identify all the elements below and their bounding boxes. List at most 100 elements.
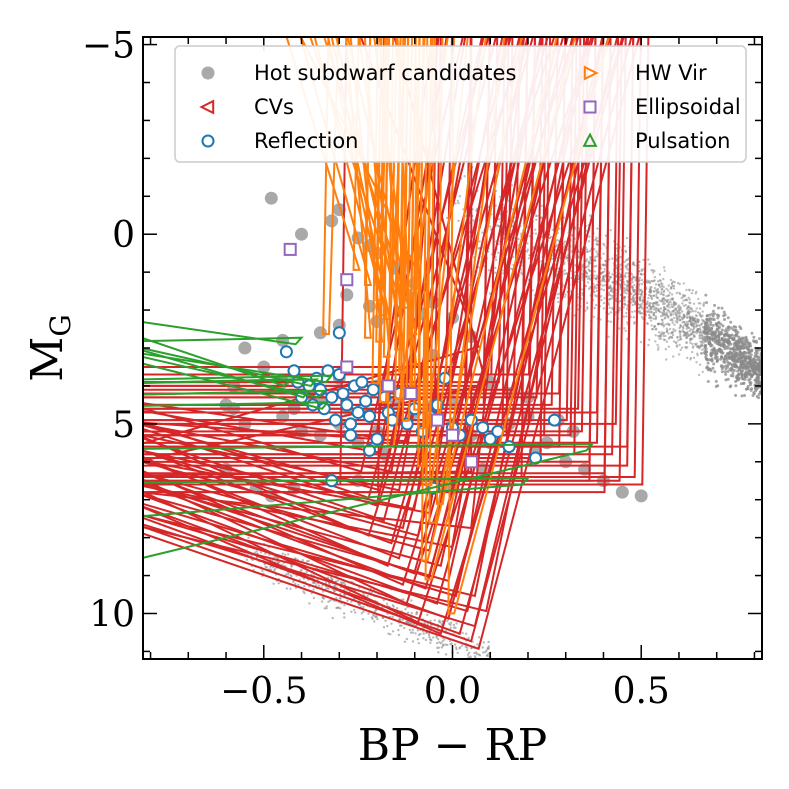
background-star-point	[595, 289, 599, 293]
background-star-point	[486, 666, 488, 668]
background-star-point	[765, 386, 768, 389]
background-star-point	[766, 377, 769, 380]
background-star-point	[694, 310, 697, 313]
background-star-point	[729, 334, 732, 337]
background-star-point	[654, 328, 657, 331]
background-star-point	[595, 287, 598, 290]
background-star-point	[728, 362, 732, 366]
background-star-point	[751, 369, 755, 373]
background-star-point	[679, 338, 683, 341]
data-point	[394, 37, 405, 400]
background-star-point	[694, 321, 698, 325]
background-star-point	[688, 315, 691, 319]
background-star-point	[428, 636, 431, 639]
background-star-point	[726, 316, 730, 320]
background-star-point	[638, 279, 641, 282]
background-star-point	[716, 316, 720, 320]
background-star-point	[676, 315, 679, 318]
background-star-point	[650, 269, 653, 272]
data-point	[447, 37, 610, 615]
background-star-point	[607, 303, 610, 306]
background-star-point	[698, 307, 702, 310]
background-star-point	[647, 313, 651, 317]
data-point	[143, 355, 327, 399]
legend-marker	[201, 66, 215, 80]
background-star-point	[766, 372, 769, 375]
background-star-point	[685, 307, 689, 311]
y-tick-label: 10	[89, 594, 135, 635]
background-star-point	[676, 319, 679, 322]
background-star-point	[723, 360, 727, 364]
background-star-point	[259, 551, 263, 554]
background-star-point	[589, 256, 592, 259]
background-star-point	[701, 318, 704, 321]
background-star-point	[626, 280, 629, 283]
background-star-point	[709, 321, 713, 324]
background-star-point	[664, 316, 667, 319]
background-star-point	[526, 242, 529, 245]
background-star-point	[701, 310, 704, 313]
background-star-point	[595, 277, 598, 280]
background-star-point	[589, 258, 592, 262]
background-star-point	[691, 350, 694, 354]
background-star-point	[301, 559, 304, 562]
data-point	[464, 455, 478, 469]
background-star-point	[630, 279, 633, 282]
data-point	[283, 242, 297, 256]
background-star-point	[382, 626, 386, 629]
background-star-point	[684, 298, 687, 302]
background-star-point	[732, 369, 736, 372]
background-star-point	[650, 286, 653, 289]
background-star-point	[689, 341, 692, 344]
data-point	[143, 347, 319, 388]
background-star-point	[767, 376, 770, 379]
background-star-point	[372, 614, 376, 617]
background-star-point	[766, 370, 769, 373]
data-point	[366, 383, 380, 397]
background-star-point	[623, 260, 626, 264]
background-star-point	[729, 342, 733, 346]
data-point	[340, 360, 354, 374]
background-star-point	[325, 607, 328, 610]
background-star-point	[387, 632, 390, 635]
background-star-point	[525, 250, 529, 253]
data-point	[362, 409, 377, 423]
background-star-point	[703, 337, 707, 341]
background-star-point	[672, 287, 676, 290]
background-star-point	[667, 332, 670, 335]
background-star-point	[714, 379, 718, 383]
background-star-point	[733, 328, 737, 332]
legend-label: Reflection	[254, 129, 359, 153]
background-star-point	[718, 349, 722, 353]
background-star-point	[630, 298, 633, 301]
background-star-point	[587, 240, 591, 243]
background-star-point	[269, 565, 272, 568]
background-star-point	[482, 660, 484, 662]
background-star-point	[765, 381, 768, 384]
background-star-point	[488, 292, 492, 295]
background-star-point	[391, 630, 395, 633]
data-point	[328, 413, 343, 427]
background-star-point	[603, 244, 606, 247]
background-star-point	[609, 276, 613, 279]
background-star-point	[592, 274, 596, 277]
background-star-point	[631, 281, 634, 284]
background-star-point	[667, 289, 670, 292]
background-star-point	[585, 248, 589, 251]
background-star-point	[715, 328, 719, 331]
background-star-point	[679, 292, 682, 296]
background-star-point	[659, 292, 663, 296]
background-star-point	[689, 328, 692, 331]
background-star-point	[608, 277, 611, 281]
background-star-point	[744, 358, 748, 362]
background-star-point	[724, 345, 728, 349]
background-star-point	[439, 642, 443, 645]
background-star-point	[343, 581, 346, 584]
background-star-point	[682, 320, 686, 324]
background-star-point	[655, 301, 658, 304]
background-star-point	[700, 352, 703, 355]
background-star-point	[589, 214, 592, 217]
background-star-point	[731, 337, 735, 341]
background-star-point	[302, 590, 305, 593]
background-star-point	[670, 287, 673, 290]
